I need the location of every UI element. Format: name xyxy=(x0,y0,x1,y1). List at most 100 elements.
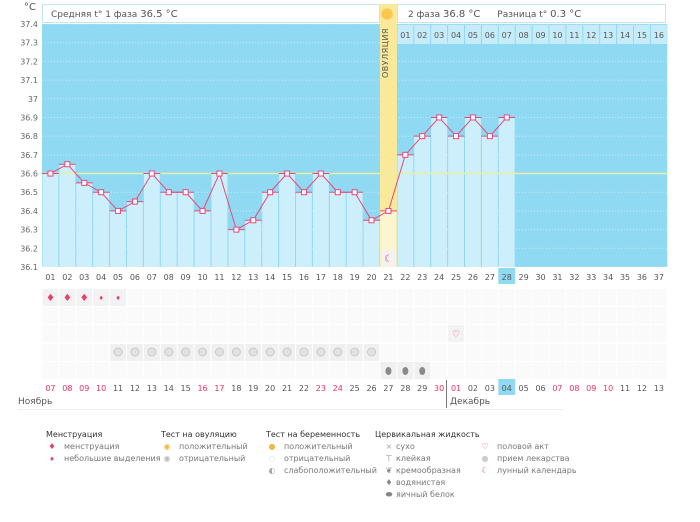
symptom-cell xyxy=(515,289,532,306)
symptom-cell xyxy=(245,362,262,379)
symptom-cell xyxy=(194,307,211,324)
symptom-cell xyxy=(177,307,194,324)
sticky-icon: ⊤ xyxy=(385,454,393,463)
symptom-cell xyxy=(329,325,346,342)
calendar-date: 07 xyxy=(45,384,55,393)
temperature-line xyxy=(50,116,508,231)
temperature-point xyxy=(453,133,460,140)
luteal-day-label: 15 xyxy=(637,31,647,40)
symptom-cell xyxy=(617,289,633,306)
cycle-day-label: 07 xyxy=(147,273,157,282)
symptom-cell xyxy=(600,307,617,324)
calendar-date: 28 xyxy=(400,384,410,393)
phase1-header: Средняя t° 1 фаза 36.5 °C xyxy=(42,4,380,23)
cycle-day-label: 35 xyxy=(620,273,630,282)
luteal-day-cell xyxy=(431,25,448,44)
symptom-cell xyxy=(245,289,262,306)
temperature-bar xyxy=(228,229,245,267)
symptom-cell xyxy=(279,289,295,306)
phase2-label: 2 фаза xyxy=(408,10,441,20)
symptom-cell xyxy=(312,307,329,324)
menstruation-cell xyxy=(110,289,126,306)
symptom-cell xyxy=(177,289,194,306)
symptom-cell xyxy=(583,344,600,361)
luteal-day-label: 09 xyxy=(535,31,545,40)
symptom-cell xyxy=(397,344,414,361)
symptom-cell xyxy=(600,325,617,342)
temperature-bar xyxy=(346,192,363,267)
legend-spotting: ♦ небольшие выделения xyxy=(46,454,160,463)
symptom-cell xyxy=(617,307,633,324)
luteal-day-cell xyxy=(600,25,617,44)
symptom-cell xyxy=(515,307,532,324)
symptom-cell xyxy=(296,289,312,306)
symptom-cell xyxy=(312,325,329,342)
calendar-date: 25 xyxy=(350,384,360,393)
symptom-cell xyxy=(465,344,481,361)
cycle-day-label: 02 xyxy=(62,273,72,282)
symptom-cell xyxy=(583,289,600,306)
cycle-day-label: 01 xyxy=(45,273,55,282)
temperature-point xyxy=(199,207,206,214)
luteal-day-label: 07 xyxy=(502,31,512,40)
symptom-cell xyxy=(346,325,363,342)
phase1-label: Средняя t° 1 фаза xyxy=(51,10,138,20)
unit-label: °C xyxy=(24,2,36,13)
symptom-cell xyxy=(346,307,363,324)
symptom-cell xyxy=(76,325,93,342)
intercourse-cell xyxy=(448,325,464,342)
today-highlight xyxy=(498,379,516,395)
symptom-cell xyxy=(549,289,566,306)
pregnancy-positive-icon: ● xyxy=(268,442,276,451)
symptom-cell xyxy=(76,307,93,324)
calendar-date: 09 xyxy=(586,384,596,393)
egg-white-icon xyxy=(385,367,392,375)
symptom-cell xyxy=(566,325,583,342)
temperature-point xyxy=(436,114,443,121)
cycle-day-label: 24 xyxy=(434,273,444,282)
calendar-date: 20 xyxy=(265,384,275,393)
calendar-date: 14 xyxy=(164,384,174,393)
calendar-date: 24 xyxy=(333,384,343,393)
symptom-cell xyxy=(329,289,346,306)
phase2-header: 2 фаза 36.8 °C Разница t° 0.3 °C xyxy=(397,4,666,23)
symptom-cell xyxy=(143,307,160,324)
symptom-cell xyxy=(177,325,194,342)
temperature-point xyxy=(165,189,172,196)
symptom-cell xyxy=(414,344,431,361)
cycle-day-label: 14 xyxy=(265,273,275,282)
symptom-cell xyxy=(279,307,295,324)
egg-white-icon xyxy=(419,367,426,375)
temperature-bar xyxy=(465,117,481,267)
pill-icon xyxy=(181,347,191,357)
symptom-cell xyxy=(448,289,464,306)
temperature-bar xyxy=(110,210,126,267)
calendar-date: 07 xyxy=(552,384,562,393)
temperature-bar xyxy=(93,192,110,267)
symptom-cell xyxy=(397,325,414,342)
calendar-date: 17 xyxy=(214,384,224,393)
symptom-cell xyxy=(93,344,110,361)
temperature-bar xyxy=(397,154,414,267)
y-tick-label: 36.8 xyxy=(20,132,38,141)
symptom-cell xyxy=(583,362,600,379)
symptom-cell xyxy=(397,289,414,306)
moon-cell xyxy=(381,250,396,266)
luteal-day-label: 12 xyxy=(586,31,596,40)
temperature-point xyxy=(182,189,189,196)
calendar-date: 21 xyxy=(282,384,292,393)
luteal-day-label: 01 xyxy=(400,31,410,40)
luteal-day-cell xyxy=(397,25,414,44)
pregnancy-negative-icon: ○ xyxy=(268,454,276,463)
legend-moon: ☾ лунный календарь xyxy=(479,466,576,475)
symptom-cell xyxy=(498,307,515,324)
symptom-cell xyxy=(296,307,312,324)
symptom-cell xyxy=(414,307,431,324)
luteal-day-label: 05 xyxy=(468,31,478,40)
calendar-date: 13 xyxy=(654,384,664,393)
menstruation-cell xyxy=(42,289,59,306)
symptom-cell xyxy=(160,325,177,342)
symptom-cell xyxy=(431,289,448,306)
temperature-point xyxy=(81,179,88,186)
temperature-point xyxy=(317,170,324,177)
